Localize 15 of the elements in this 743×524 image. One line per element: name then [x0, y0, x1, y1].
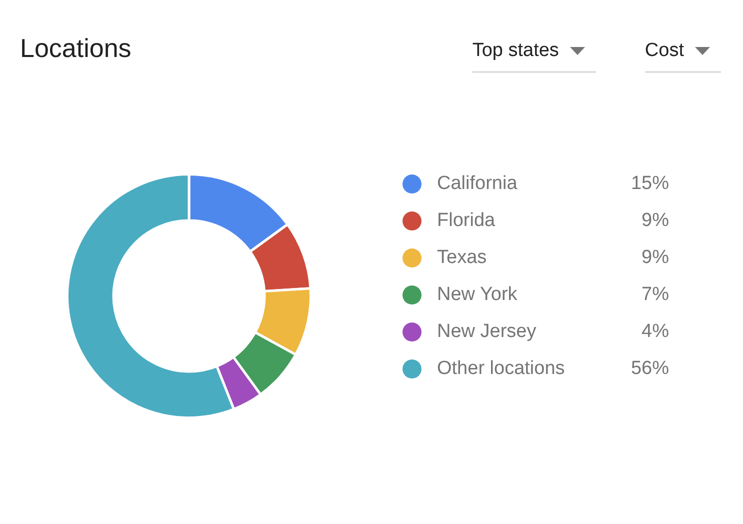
chart-title: Locations — [20, 32, 132, 65]
legend-label: Florida — [437, 210, 496, 232]
data-label: 4% — [642, 321, 670, 342]
dropdown[interactable]: Cost — [644, 30, 721, 73]
dropdown[interactable]: Top states — [472, 30, 596, 73]
data-label: 15% — [630, 173, 670, 194]
data-label: 56% — [630, 358, 670, 380]
data-label: 7% — [642, 284, 670, 306]
legend-label: Other locations — [437, 358, 565, 380]
data-label: 9% — [642, 247, 670, 268]
legend-label: Texas — [437, 247, 487, 268]
legend-label: California — [437, 173, 518, 194]
legend-label: New Jersey — [437, 321, 537, 342]
legend-label: New York — [437, 284, 518, 306]
data-label: 9% — [642, 210, 670, 232]
